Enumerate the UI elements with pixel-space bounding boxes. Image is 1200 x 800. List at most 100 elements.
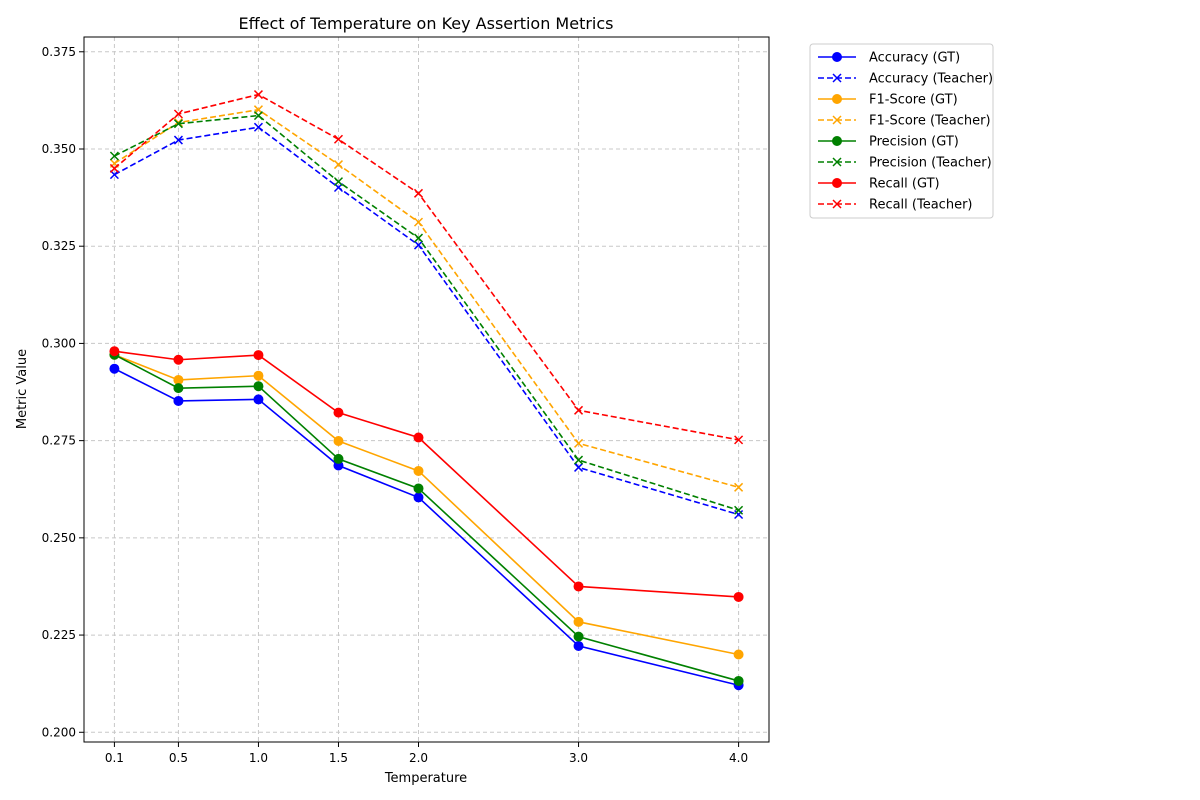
series-accuracy-teacher [109, 122, 744, 520]
data-point-precision-teacher [574, 455, 584, 465]
legend-entry-f1-score-teacher: F1-Score (Teacher) [818, 114, 991, 129]
legend: Accuracy (GT) Accuracy (Teacher) F1-Score … [809, 43, 994, 219]
legend-label: F1-Score (GT) [869, 93, 958, 108]
legend-swatch-marker [832, 157, 842, 167]
legend-label: Precision (GT) [869, 135, 959, 150]
x-tick-label: 4.0 [729, 751, 748, 765]
data-point-f1-score-teacher [574, 438, 584, 448]
x-tick-label: 2.0 [409, 751, 428, 765]
data-point-recall-gt [413, 432, 424, 443]
data-point-accuracy-teacher [574, 462, 584, 472]
series-recall-teacher [109, 90, 744, 445]
series-line-precision-gt [114, 353, 739, 682]
x-tick-label: 0.1 [105, 751, 124, 765]
y-tick-label: 0.200 [42, 725, 76, 739]
legend-label: F1-Score (Teacher) [869, 114, 991, 129]
data-point-recall-gt [109, 346, 120, 357]
series-line-precision-teacher [114, 114, 739, 512]
data-point-precision-gt [573, 631, 584, 642]
data-point-precision-teacher [734, 505, 744, 515]
legend-entry-accuracy-gt: Accuracy (GT) [818, 51, 960, 66]
y-axis-label: Metric Value [15, 349, 30, 429]
plot-frame [83, 36, 770, 743]
data-point-recall-teacher [333, 134, 344, 144]
data-point-precision-gt [253, 381, 264, 392]
data-point-f1-score-gt [173, 374, 184, 385]
legend-swatch-marker [832, 136, 842, 146]
legend-entry-recall-gt: Recall (GT) [818, 177, 940, 192]
y-tick-label: 0.350 [42, 142, 76, 156]
series-line-f1-score-teacher [113, 108, 739, 489]
data-point-recall-gt [253, 350, 264, 361]
x-axis-label: Temperature [384, 771, 467, 786]
data-point-f1-score-gt [253, 370, 264, 381]
grid-lines [84, 37, 769, 742]
y-tick-label: 0.275 [42, 434, 76, 448]
legend-frame [809, 43, 994, 219]
data-point-recall-teacher [574, 405, 584, 415]
data-point-precision-gt [173, 383, 184, 394]
chart-title: Effect of Temperature on Key Assertion M… [238, 14, 613, 33]
x-tick-label: 1.0 [249, 751, 268, 765]
legend-swatch-marker [832, 73, 842, 83]
data-point-f1-score-gt [333, 436, 344, 447]
legend-label: Accuracy (GT) [869, 51, 960, 66]
data-point-accuracy-teacher [413, 240, 424, 250]
data-point-accuracy-teacher [253, 122, 263, 132]
data-point-recall-teacher [109, 163, 119, 173]
legend-entry-accuracy-teacher: Accuracy (Teacher) [818, 72, 993, 87]
axes: 0.1 0.5 1.0 1.5 2.0 3.0 4.0 0.200 0.225 0.250 0.27… [42, 45, 748, 765]
data-point-f1-score-teacher [413, 217, 424, 227]
legend-label: Recall (Teacher) [869, 198, 973, 213]
data-point-precision-teacher [173, 119, 183, 129]
legend-swatch-marker [832, 94, 842, 104]
series-line-accuracy-teacher [114, 126, 739, 516]
data-point-precision-teacher [333, 177, 344, 187]
legend-entry-precision-teacher: Precision (Teacher) [818, 156, 992, 171]
data-point-precision-teacher [109, 151, 119, 161]
legend-entry-precision-gt: Precision (GT) [818, 135, 959, 150]
legend-label: Precision (Teacher) [869, 156, 992, 171]
data-point-accuracy-teacher [173, 135, 183, 145]
y-tick-label: 0.325 [42, 239, 76, 253]
data-point-recall-teacher [173, 109, 183, 119]
data-point-f1-score-teacher [333, 160, 344, 170]
series-line-accuracy-gt [114, 367, 739, 687]
series-precision-teacher [109, 111, 744, 515]
y-tick-label: 0.300 [42, 336, 76, 350]
legend-swatch-marker [832, 199, 842, 209]
data-point-precision-teacher [253, 111, 263, 121]
y-tick-label: 0.250 [42, 531, 76, 545]
data-point-accuracy-gt [173, 395, 184, 406]
data-point-accuracy-gt [109, 363, 120, 374]
data-point-precision-gt [733, 675, 744, 686]
x-tick-label: 3.0 [569, 751, 588, 765]
y-tick-label: 0.225 [42, 628, 76, 642]
legend-label: Accuracy (Teacher) [869, 72, 993, 87]
data-point-recall-teacher [253, 90, 263, 100]
legend-swatch-marker [832, 178, 842, 188]
data-point-f1-score-gt [573, 616, 584, 627]
y-tick-label: 0.375 [42, 45, 76, 59]
data-point-recall-gt [573, 581, 584, 592]
legend-label: Recall (GT) [869, 177, 940, 192]
data-point-recall-gt [333, 407, 344, 418]
data-point-accuracy-gt [413, 492, 424, 503]
data-point-f1-score-gt [733, 649, 744, 660]
data-point-recall-teacher [413, 188, 424, 198]
data-point-precision-gt [333, 453, 344, 464]
legend-swatch-marker [832, 52, 842, 62]
data-point-recall-teacher [734, 435, 744, 445]
series-precision-gt [109, 349, 744, 686]
data-point-precision-teacher [413, 233, 424, 243]
data-point-accuracy-gt [253, 394, 264, 405]
data-point-accuracy-teacher [734, 509, 744, 520]
data-point-accuracy-gt [573, 640, 584, 651]
series-recall-gt [109, 346, 744, 602]
data-point-recall-gt [173, 354, 184, 365]
x-tick-label: 1.5 [329, 751, 348, 765]
legend-entry-f1-score-gt: F1-Score (GT) [818, 93, 958, 108]
data-point-recall-gt [733, 591, 744, 602]
legend-swatch-marker [832, 115, 842, 125]
